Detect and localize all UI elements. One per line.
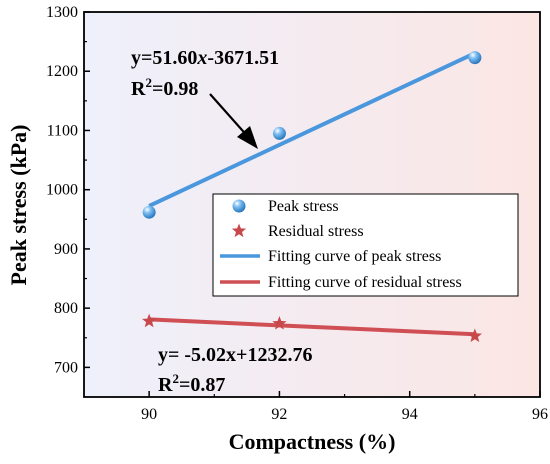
residual-r2: R2=0.87 [158,371,225,396]
legend-label-residual: Residual stress [268,223,364,240]
y-tick-label: 1000 [46,182,78,199]
peak-stress-point [468,51,482,65]
peak-equation-suffix: -3671.51 [207,47,279,69]
x-tick-label: 92 [271,406,287,423]
peak-equation: y=51.60x-3671.51 [131,47,279,69]
peak-equation-prefix: y=51.60 [131,47,197,69]
y-axis-title: Peak stress (kPa) [6,125,31,286]
y-tick-label: 1300 [46,4,78,21]
data-points [142,51,482,343]
y-tick-label: 800 [54,300,78,317]
residual-stress-point [272,316,287,330]
residual-r2-sup: 2 [172,371,179,386]
residual-r2-value: =0.87 [179,374,225,396]
y-tick-label: 900 [54,241,78,258]
peak-stress-point [142,205,156,219]
peak-r2: R2=0.98 [131,75,198,100]
fit-line [149,317,475,337]
legend-label-peak: Peak stress [268,198,339,215]
peak-r2-sup: 2 [145,75,152,90]
legend-box [212,193,519,297]
x-tick-label: 96 [532,406,548,423]
axes: 90 92 94 96 700 800 900 1000 1100 1200 1300 [46,4,548,423]
fit-line [148,51,476,208]
legend-marker-residual [231,223,247,238]
residual-r2-prefix: R [158,374,173,396]
annotation-arrow [209,93,258,149]
x-tick-label: 90 [141,406,157,423]
peak-r2-value: =0.98 [152,78,198,100]
legend: Peak stress Residual stress Fitting curv… [212,193,519,297]
y-tick-label: 1100 [47,122,78,139]
y-tick-label: 1200 [46,63,78,80]
plot-frame [83,11,541,398]
peak-stress-point [272,126,286,140]
peak-r2-prefix: R [131,78,146,100]
y-tick-label: 700 [54,359,78,376]
x-axis-title: Compactness (%) [229,429,396,454]
fit-lines [148,51,476,337]
x-tick-label: 94 [402,406,418,423]
residual-stress-point [142,313,157,328]
peak-equation-var: x [196,47,207,69]
legend-label-peak-fit: Fitting curve of peak stress [268,248,441,265]
legend-label-residual-fit: Fitting curve of residual stress [268,274,462,291]
legend-marker-peak [232,199,246,213]
residual-equation: y= -5.02x+1232.76 [158,344,312,366]
residual-stress-point [467,328,482,343]
